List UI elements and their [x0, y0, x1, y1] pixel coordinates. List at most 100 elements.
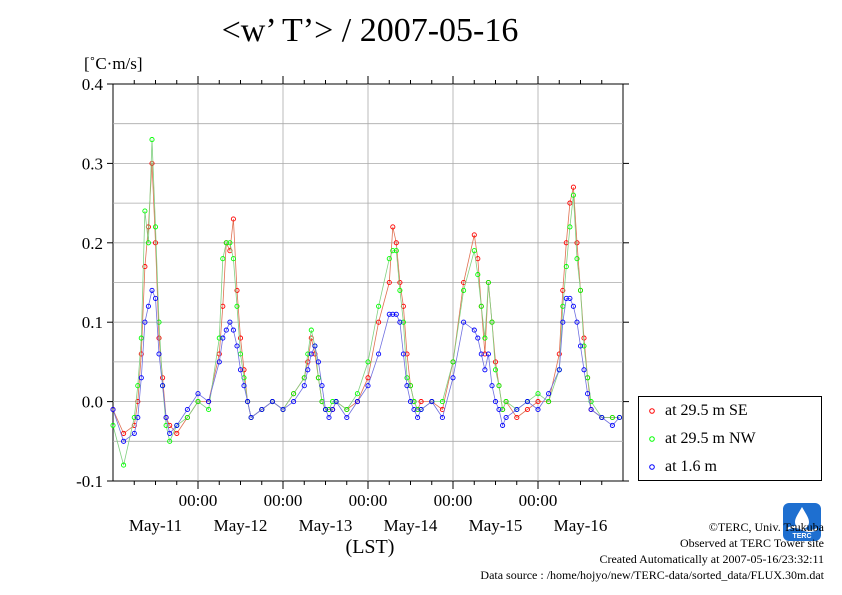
series-point-0	[174, 430, 180, 436]
y-tick-label: -0.1	[76, 472, 103, 491]
chart-title: <w’ T’> / 2007-05-16	[221, 12, 519, 49]
series-point-0	[234, 287, 240, 293]
series-point-0	[570, 184, 576, 190]
series-point-0	[471, 232, 477, 238]
series-point-1	[230, 256, 236, 262]
series-point-2	[514, 406, 520, 413]
series-point-2	[167, 430, 173, 436]
y-tick-label: 0.0	[82, 393, 103, 412]
series-point-2	[333, 399, 339, 405]
day-label: May-15	[469, 516, 523, 535]
series-point-2	[110, 406, 116, 413]
legend: at 29.5 m SE at 29.5 m NW at 1.6 m	[638, 396, 822, 481]
series-point-0	[241, 367, 247, 373]
series-point-1	[581, 343, 587, 349]
series-point-2	[429, 399, 435, 405]
series-point-1	[227, 240, 233, 246]
day-label: May-11	[129, 516, 182, 535]
series-point-2	[315, 359, 321, 365]
series-point-0	[567, 200, 573, 206]
series-point-1	[330, 399, 336, 405]
series-point-1	[326, 406, 332, 413]
series-point-2	[259, 406, 265, 413]
x-axis-label: (LST)	[345, 536, 395, 558]
series-point-2	[450, 375, 456, 381]
series-point-1	[145, 240, 151, 246]
x-tick-label: 00:00	[179, 491, 218, 510]
series-point-2	[500, 422, 506, 428]
series-point-2	[475, 335, 481, 341]
series-point-2	[599, 414, 605, 421]
series-point-0	[390, 224, 396, 230]
series-point-2	[184, 406, 190, 413]
y-tick-label: 0.1	[82, 313, 103, 332]
series-point-2	[142, 319, 148, 325]
series-point-1	[386, 256, 392, 262]
series-point-2	[301, 383, 307, 389]
series-point-1	[482, 335, 488, 341]
series-point-1	[475, 272, 481, 278]
series-point-2	[234, 343, 240, 349]
x-tick-label: 00:00	[349, 491, 388, 510]
series-point-2	[365, 383, 371, 389]
series-point-2	[216, 359, 222, 365]
series-point-2	[322, 406, 329, 413]
series-point-2	[616, 414, 623, 421]
series-point-1	[121, 462, 127, 468]
series-point-2	[418, 406, 424, 413]
x-tick-label: 00:00	[264, 491, 303, 510]
y-tick-label: 0.4	[82, 75, 104, 94]
series-point-1	[234, 303, 240, 309]
day-label: May-14	[384, 516, 438, 535]
series-point-2	[330, 406, 336, 413]
series-point-1	[546, 399, 552, 405]
series-point-1	[535, 391, 541, 397]
series-point-0	[230, 216, 236, 222]
series-point-2	[535, 406, 541, 413]
series-point-1	[415, 406, 421, 413]
series-point-2	[393, 311, 399, 317]
legend-label-nw: at 29.5 m NW	[665, 430, 756, 447]
series-point-1	[223, 240, 229, 246]
series-point-2	[223, 327, 229, 333]
series-point-1	[439, 399, 445, 405]
series-point-2	[237, 367, 244, 373]
series-point-1	[220, 256, 226, 262]
series-point-1	[305, 351, 311, 357]
series-point-2	[581, 367, 587, 373]
series-point-1	[135, 383, 141, 389]
series-point-2	[386, 311, 392, 317]
series-point-0	[149, 160, 155, 166]
x-tick-label: 00:00	[519, 491, 558, 510]
series-point-2	[524, 399, 530, 405]
series-point-2	[227, 319, 233, 325]
series-point-2	[149, 287, 155, 293]
series-point-2	[461, 319, 467, 325]
series-point-0	[418, 399, 424, 405]
series-point-0	[492, 359, 499, 365]
series-point-1	[365, 359, 371, 365]
day-label: May-13	[299, 516, 353, 535]
x-tick-label: 00:00	[434, 491, 473, 510]
series-point-1	[376, 303, 382, 309]
series-point-2	[563, 295, 569, 301]
observed-text: Observed at TERC Tower site	[679, 536, 824, 550]
series-point-2	[376, 351, 382, 357]
terc-logo-text: TERC	[792, 533, 811, 540]
series-point-0	[142, 264, 148, 270]
series-point-1	[216, 335, 222, 341]
series-point-1	[404, 375, 410, 381]
series-point-0	[574, 240, 580, 246]
series-point-1	[110, 422, 116, 428]
series-point-1	[400, 319, 406, 325]
series-point-2	[496, 406, 502, 413]
series-point-0	[482, 351, 488, 357]
series-point-2	[135, 414, 141, 421]
series-point-2	[220, 335, 226, 341]
series-point-1	[570, 192, 576, 198]
legend-marker-se	[649, 408, 655, 414]
series-point-2	[415, 414, 421, 421]
series-point-2	[163, 414, 169, 421]
series-point-2	[245, 399, 251, 405]
